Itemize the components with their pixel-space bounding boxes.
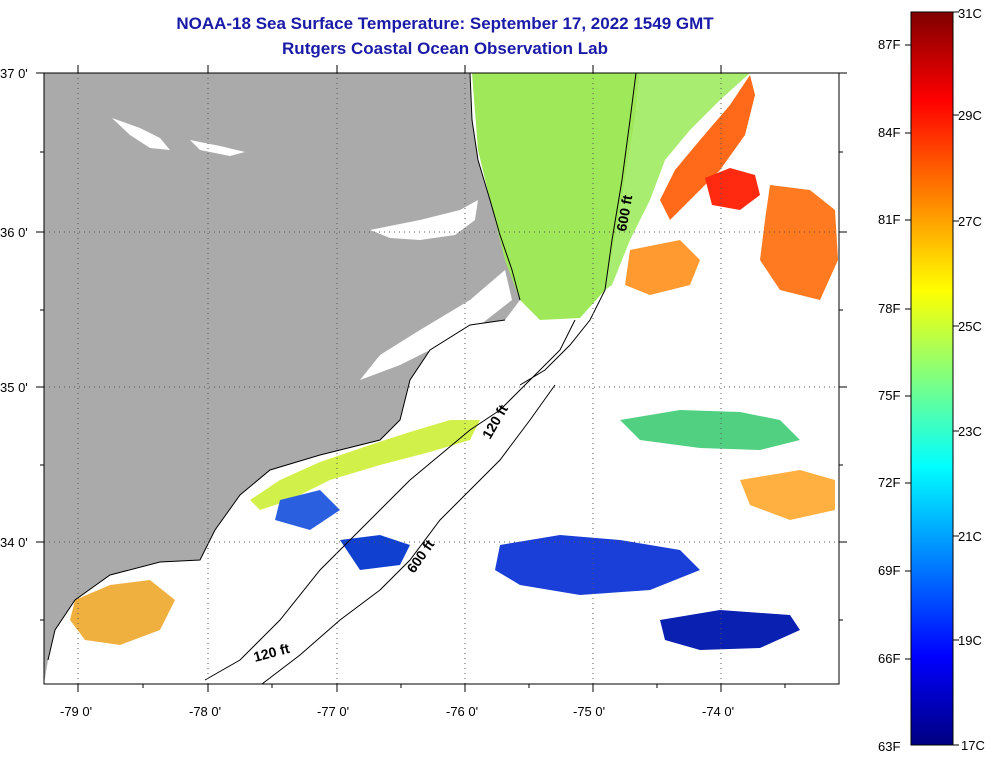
sst-warm-patch-2 [760,185,838,300]
sst-green-ne [605,73,750,290]
colorbar-ticks [905,11,959,746]
cb-f-84: 84F [878,125,900,140]
lon-label-79: -79 0' [60,704,92,719]
cb-c-27: 27C [958,214,982,229]
cb-c-23: 23C [958,424,982,439]
sst-green-north [472,73,640,320]
lon-label-74: -74 0' [702,704,734,719]
cb-f-78: 78F [878,301,900,316]
cb-c-21: 21C [958,529,982,544]
sst-southwest-patch [70,580,175,645]
sst-warm-filament [660,75,755,220]
contour-label-600ft-north: 600 ft [613,193,635,232]
lat-label-34: 34 0' [0,535,28,550]
sst-warm-patch-3 [625,240,700,295]
lon-label-77: -77 0' [317,704,349,719]
lon-label-75: -75 0' [573,704,605,719]
sst-blue-patch-3 [660,610,800,650]
cb-c-31: 31C [958,6,982,21]
graticule [44,73,839,684]
coastline [47,72,521,661]
cb-f-72: 72F [878,475,900,490]
inland-river [112,118,245,156]
colorbar [910,11,954,746]
sst-warm-patch-1 [705,168,760,210]
lat-label-35: 35 0' [0,380,28,395]
albemarle-sound [370,200,478,240]
cb-f-63: 63F [878,739,900,754]
contour-600ft-north [519,72,637,386]
lat-label-37: 37 0' [0,66,28,81]
contour-120ft-mid [204,319,576,681]
cb-f-75: 75F [878,388,900,403]
cb-f-81: 81F [878,212,900,227]
map-subtitle: Rutgers Coastal Ocean Observation Lab [282,39,608,58]
map-title: NOAA-18 Sea Surface Temperature: Septemb… [176,14,714,33]
cb-f-87: 87F [878,37,900,52]
sst-mixed-patch-2 [740,470,835,520]
sst-blue-patch-2 [495,535,700,595]
sst-blue-patch-1 [340,535,410,570]
cb-c-29: 29C [958,108,982,123]
lon-label-78: -78 0' [189,704,221,719]
cb-f-69: 69F [878,563,900,578]
axis-ticks [36,65,847,692]
cb-c-19: 19C [958,633,982,648]
sst-coast-blue [275,490,340,530]
pamlico-sound [360,270,512,380]
lat-label-36: 36 0' [0,225,28,240]
lon-label-76: -76 0' [446,704,478,719]
cb-f-66: 66F [878,651,900,666]
sst-mixed-patch-1 [620,410,800,450]
sst-coastal-band [250,420,480,510]
contour-600ft-south [261,384,556,685]
cb-c-17: 17C [961,738,985,753]
map-frame [43,72,840,685]
cb-c-25: 25C [958,319,982,334]
